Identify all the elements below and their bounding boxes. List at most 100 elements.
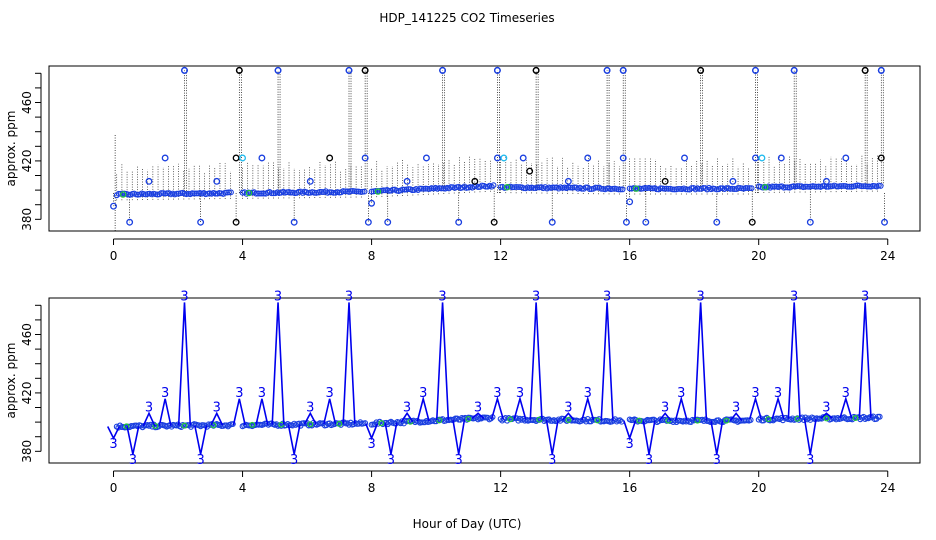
spike-label: 3 [603,289,611,304]
event-marker [729,177,737,185]
event-marker [619,154,627,162]
y-tick-label: 380 [20,440,34,463]
baseline-point [877,182,884,189]
x-tick-label: 8 [368,481,376,495]
spike-line [416,395,430,422]
spike-line [303,411,317,425]
spike-label: 3 [290,453,298,468]
baseline-point [586,186,593,192]
x-tick-label: 4 [239,249,247,263]
event-marker [603,66,611,74]
spike-line [674,395,688,421]
y-tick-label: 460 [20,91,34,114]
event-marker [364,218,372,226]
baseline-point [270,190,277,197]
y-axis-title: approx. ppm [4,111,18,187]
baseline-point [158,190,165,197]
baseline-point [777,183,783,190]
y-tick-label: 380 [20,208,34,231]
spike-label: 3 [713,453,721,468]
baseline-point [534,184,541,191]
baseline-point [342,188,349,195]
baseline-point [268,190,275,197]
baseline-point [827,183,834,190]
baseline-point [794,183,801,190]
bottom-highlight-point [852,415,859,422]
event-marker [181,66,188,74]
baseline-point [193,190,200,197]
event-marker [622,218,630,226]
spike-line [820,412,833,419]
spike-label: 3 [129,453,137,468]
event-marker [232,218,240,226]
spike-label: 3 [493,386,501,401]
spike-label: 3 [235,386,243,401]
baseline-point [438,185,445,192]
baseline-point [844,183,851,190]
event-marker [213,177,221,185]
spike-line [513,395,527,420]
spike-label: 3 [532,289,540,304]
event-marker [790,66,798,74]
baseline-point [530,185,537,191]
spike-line [858,302,872,418]
event-marker [326,154,334,162]
spike-label: 3 [403,400,411,415]
spike-line [400,411,414,423]
spike-line [452,419,466,455]
event-marker [306,177,314,185]
event-marker [471,177,479,185]
event-marker [642,218,650,226]
bottom-point [876,413,883,420]
spike-label: 3 [564,400,572,415]
event-marker [584,154,592,162]
baseline-point [744,185,751,192]
spike-line [600,302,614,421]
spike-label: 3 [109,437,117,452]
baseline-point [802,183,809,190]
event-marker [258,154,266,162]
bottom-baseline-points [113,413,883,431]
baseline-point [594,184,601,191]
spike-label: 3 [387,453,395,468]
baseline-point [490,182,497,189]
event-marker [145,177,153,185]
event-marker [368,199,376,207]
baseline-point [864,183,871,190]
event-marker [548,218,556,226]
y-tick-label: 460 [20,323,34,346]
spike-line [561,412,575,421]
highlight-point [245,189,253,197]
baseline-point [417,185,423,192]
spike-line [342,302,356,424]
baseline-point [837,183,843,190]
baseline-point [226,189,232,196]
y-axis-title: approx. ppm [4,343,18,419]
bottom-highlight-point [765,416,772,423]
spike-line [787,302,801,419]
event-marker [361,154,369,162]
spike-label: 3 [822,400,830,415]
baseline-point [565,184,572,191]
bottom-highlight-point [723,417,730,424]
baseline-point [317,188,323,195]
spike-line [710,420,724,455]
spike-label: 3 [806,453,814,468]
event-marker [403,177,411,185]
spike-label: 3 [774,386,782,401]
baseline-point [191,190,198,197]
event-markers [110,66,888,226]
highlight-point [503,183,511,191]
spike-label: 3 [306,400,314,415]
baseline-point [318,189,325,195]
spike-label: 3 [790,289,798,304]
baseline-point [164,190,171,197]
baseline-point [675,185,682,192]
bottom-highlight-point [249,421,256,428]
spike-line [771,395,785,420]
spike-label: 3 [419,386,427,401]
spike-line [194,425,208,455]
